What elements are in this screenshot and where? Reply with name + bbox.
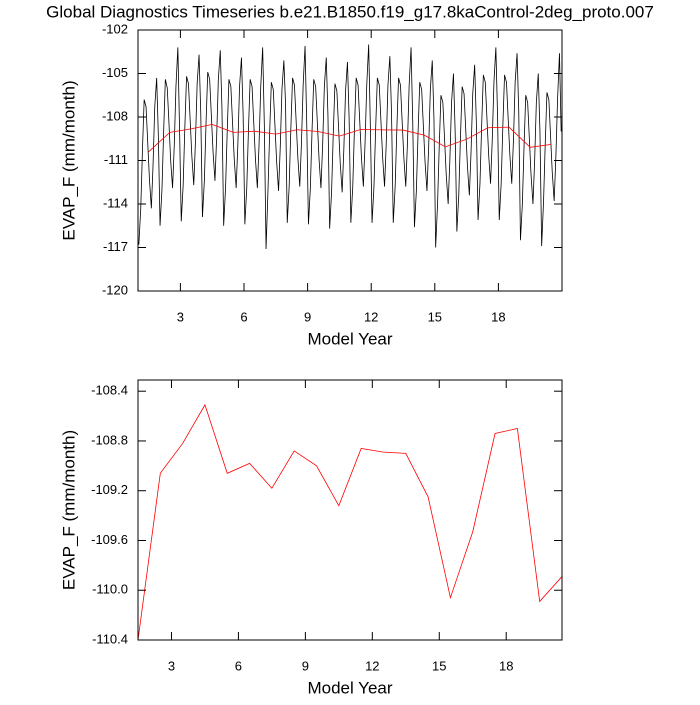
x-tick-label: 18 <box>491 309 505 324</box>
y-tick-label: -109.6 <box>91 532 128 547</box>
chart-title: Global Diagnostics Timeseries b.e21.B185… <box>46 2 654 21</box>
x-tick-label: 3 <box>168 658 175 673</box>
y-tick-label: -108.8 <box>91 432 128 447</box>
data-line <box>138 44 562 249</box>
y-tick-label: -105 <box>102 65 128 80</box>
x-tick-label: 9 <box>302 658 309 673</box>
x-tick-label: 3 <box>177 309 184 324</box>
x-axis-title: Model Year <box>307 329 392 348</box>
y-tick-label: -114 <box>103 195 128 210</box>
y-tick-label: -111 <box>104 152 128 167</box>
y-tick-label: -109.2 <box>91 482 128 497</box>
x-tick-label: 15 <box>428 309 442 324</box>
y-tick-label: -110.0 <box>92 582 128 597</box>
y-tick-label: -117 <box>103 239 128 254</box>
x-tick-label: 12 <box>365 658 379 673</box>
y-tick-label: -110.4 <box>92 631 128 646</box>
data-line <box>137 403 563 641</box>
x-axis-title: Model Year <box>307 678 392 697</box>
plot-frame <box>137 379 563 641</box>
y-tick-label: -108 <box>102 108 128 123</box>
y-axis-title: EVAP_F (mm/month) <box>59 430 78 590</box>
y-tick-label: -108.4 <box>91 383 128 398</box>
y-tick-label: -120 <box>102 282 128 297</box>
x-tick-label: 15 <box>432 658 446 673</box>
x-tick-label: 12 <box>364 309 378 324</box>
x-tick-label: 18 <box>499 658 513 673</box>
x-tick-label: 6 <box>235 658 242 673</box>
y-axis-title: EVAP_F (mm/month) <box>59 80 78 240</box>
y-tick-label: -102 <box>102 21 128 36</box>
x-tick-label: 6 <box>240 309 247 324</box>
data-line <box>148 123 552 153</box>
x-tick-label: 9 <box>304 309 311 324</box>
